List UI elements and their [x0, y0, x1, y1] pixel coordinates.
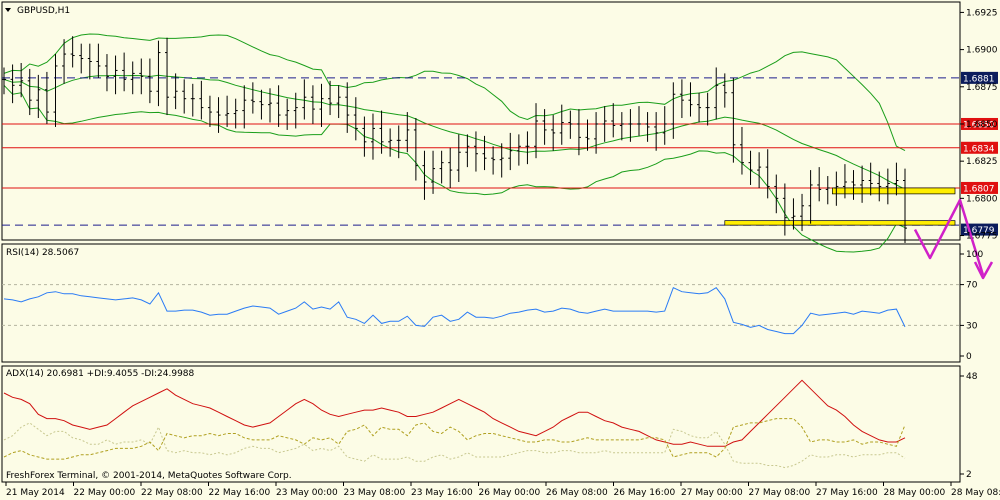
adx-line [3, 379, 906, 447]
rsi-line [3, 287, 906, 335]
time-axis-label: 27 May 08:00 [749, 488, 811, 498]
time-axis-label: 22 May 16:00 [209, 488, 271, 498]
price-level-tag-label: 1.6881 [963, 74, 995, 84]
price-layer: 1.6881 1.6850 1.6834 1.6807 1.6779 [2, 33, 998, 280]
bollinger-upper-band [3, 33, 906, 152]
price-axis-label: 1.6875 [966, 83, 998, 93]
time-axis-label: 23 May 08:00 [344, 488, 406, 498]
price-level-tag [961, 181, 998, 194]
price-level-tag-label: 1.6779 [963, 226, 995, 236]
di-minus-line [3, 418, 906, 460]
price-axis-label: 1.6775 [966, 232, 998, 242]
rsi-panel[interactable] [1, 243, 961, 363]
adx-axis-label: 48 [966, 372, 978, 382]
price-level-tag [961, 117, 998, 130]
adx-axis-label: 2 [966, 470, 972, 480]
time-axis-label: 28 May 08:00 [951, 488, 1000, 498]
time-axis-label: 23 May 16:00 [411, 488, 473, 498]
bollinger-lower-band [3, 84, 906, 253]
price-level-tag-label: 1.6807 [963, 184, 995, 194]
rsi-axis-label: 30 [966, 321, 978, 331]
price-level-tag-label: 1.6850 [963, 120, 995, 130]
time-axis-label: 26 May 00:00 [479, 488, 541, 498]
time-axis-label: 23 May 00:00 [276, 488, 338, 498]
time-axis-label: 28 May 00:00 [884, 488, 946, 498]
copyright-text: FreshForex Terminal, © 2001-2014, MetaQu… [6, 471, 292, 481]
price-axis-label: 1.6800 [966, 194, 998, 204]
rsi-title: RSI(14) 28.5067 [6, 248, 79, 258]
price-axis-label: 1.6925 [966, 8, 998, 18]
time-axis-label: 21 May 2014 [6, 488, 65, 498]
price-level-tag-label: 1.6834 [963, 144, 995, 154]
time-axis-label: 27 May 00:00 [681, 488, 743, 498]
di-plus-line [3, 422, 906, 469]
highlight-zone [724, 220, 956, 226]
price-axis-label: 1.6825 [966, 157, 998, 167]
time-axis-label: 27 May 16:00 [816, 488, 878, 498]
price-level-tag [961, 71, 998, 84]
adx-layer [3, 379, 906, 469]
axes-layer: 1.6925 1.6900 1.6875 1.6850 1.6825 1.6800 1.67… [5, 8, 1000, 498]
bollinger-middle-band [3, 74, 906, 190]
time-axis-label: 26 May 16:00 [614, 488, 676, 498]
price-axis-label: 1.6850 [966, 120, 998, 130]
price-panel[interactable] [1, 1, 961, 241]
price-level-tag [961, 141, 998, 154]
adx-panel[interactable] [1, 365, 961, 483]
rsi-axis-label: 70 [966, 281, 978, 291]
adx-title: ADX(14) 20.6981 +DI:9.4055 -DI:24.9988 [6, 369, 195, 379]
forecast-arrow-path [913, 198, 985, 276]
rsi-axis-label: 100 [966, 250, 983, 260]
time-axis-label: 26 May 08:00 [546, 488, 608, 498]
rsi-layer [2, 284, 960, 335]
price-axis-label: 1.6900 [966, 46, 998, 56]
time-axis-label: 22 May 00:00 [74, 488, 136, 498]
dropdown-triangle-icon[interactable] [5, 8, 11, 12]
rsi-axis-label: 0 [966, 352, 972, 362]
price-chart-title: GBPUSD,H1 [17, 6, 70, 16]
highlight-zone [832, 187, 956, 195]
time-axis-label: 22 May 08:00 [141, 488, 203, 498]
forecast-arrowhead-icon [973, 261, 994, 280]
